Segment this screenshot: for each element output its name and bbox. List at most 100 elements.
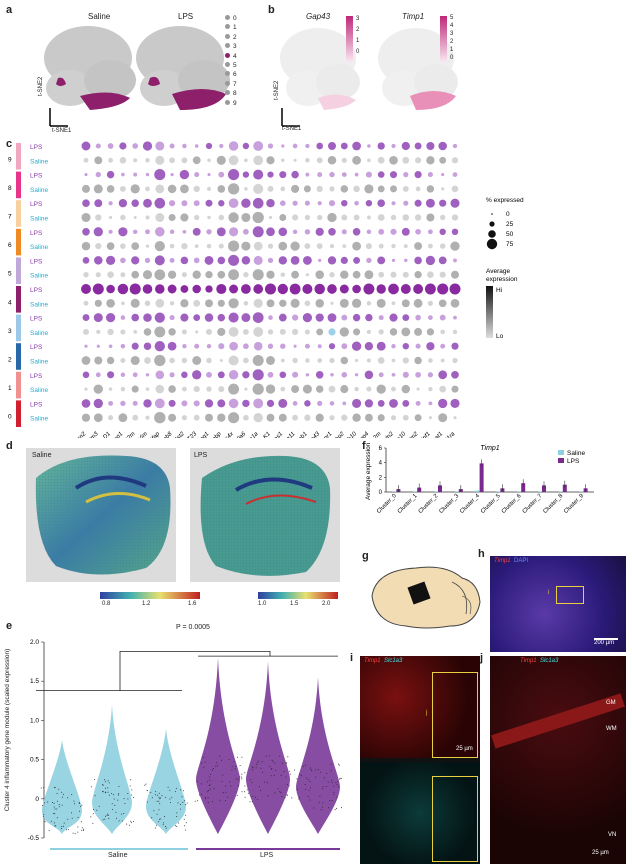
panel-b-axis-y: t-SNE2 <box>274 80 280 100</box>
violin-point <box>118 793 120 795</box>
dot-mark <box>192 284 201 294</box>
dot-mark <box>94 199 103 208</box>
violin-point <box>118 820 120 822</box>
violin-point <box>92 813 94 815</box>
violin-point <box>213 788 215 790</box>
violin-point <box>338 764 340 766</box>
dot-mark <box>279 200 286 207</box>
bar-saline <box>434 491 438 492</box>
dot-mark <box>266 413 275 422</box>
violin-point <box>200 783 202 785</box>
dot-mark <box>217 327 226 336</box>
violin-point <box>71 812 72 814</box>
dot-mark <box>192 270 201 279</box>
violin-point <box>54 825 56 827</box>
dot-mark <box>193 414 200 421</box>
violin-point <box>67 829 69 831</box>
dot-mark <box>451 385 459 393</box>
dot-mark <box>305 157 310 163</box>
violin-point <box>311 770 313 772</box>
dot-mark <box>402 414 409 421</box>
dot-mark <box>328 142 336 150</box>
panel-i-scale: 25 µm <box>456 746 473 752</box>
dot-mark <box>252 226 264 238</box>
group-bar-saline <box>50 848 188 850</box>
dot-mark <box>328 343 336 350</box>
violin-shape <box>296 677 340 835</box>
dot-mark <box>363 283 375 295</box>
violin-point <box>186 802 188 804</box>
dot-mark <box>145 186 150 192</box>
violin-point <box>42 816 44 818</box>
dot-mark <box>118 199 128 208</box>
violin-point <box>339 778 341 780</box>
dot-mark <box>292 214 299 221</box>
bar-saline <box>538 491 542 492</box>
dot-mark <box>118 413 128 423</box>
condition-label: LPS <box>30 287 43 294</box>
dot-mark <box>340 185 349 193</box>
panel-g-mouse-brain-diagram <box>371 566 481 629</box>
dot-mark <box>131 342 139 350</box>
dot-mark <box>145 158 150 163</box>
dot-mark <box>440 358 445 363</box>
dot-mark <box>228 198 239 209</box>
dot-mark <box>277 283 289 295</box>
violin-point <box>241 756 243 758</box>
violin-point <box>241 773 243 775</box>
condition-label: Saline <box>30 301 48 308</box>
dot-mark <box>180 184 189 194</box>
condition-label: Saline <box>30 387 48 394</box>
violin-point <box>58 806 60 808</box>
dot-mark <box>415 228 421 235</box>
dot-mark <box>106 242 115 250</box>
dot-mark <box>133 158 138 163</box>
violin-point <box>58 804 60 806</box>
cluster-color-bar <box>16 257 21 284</box>
violin-point <box>204 761 206 763</box>
dot-mark <box>377 156 385 164</box>
dot-mark <box>377 414 385 422</box>
dot-mark <box>341 172 347 177</box>
condition-label: LPS <box>30 344 43 351</box>
dot-mark <box>266 270 275 279</box>
dot-mark <box>84 387 88 391</box>
violin-y-tick-label: 2.0 <box>30 639 39 646</box>
dot-mark <box>252 197 264 209</box>
panel-h-inset-box <box>556 586 584 604</box>
violin-point <box>54 808 56 810</box>
legend-lo: Lo <box>496 333 504 340</box>
violin-point <box>175 791 177 793</box>
dot-mark <box>352 313 361 322</box>
violin-point <box>305 788 307 790</box>
dot-mark <box>145 387 150 391</box>
legend-avg-bar <box>486 286 493 338</box>
dot-mark <box>253 141 264 151</box>
violin-point <box>264 781 266 783</box>
violin-point <box>315 776 317 778</box>
legend-pct-label: 25 <box>506 221 514 228</box>
dot-mark <box>206 386 212 392</box>
violin-point <box>319 795 321 797</box>
violin-point <box>255 767 257 769</box>
dot-mark <box>453 258 457 263</box>
dot-mark <box>304 214 311 221</box>
dot-mark <box>130 355 140 366</box>
dot-mark <box>352 155 361 165</box>
panel-label-c: c <box>6 138 13 150</box>
dot-mark <box>181 357 188 364</box>
violin-point <box>107 780 109 782</box>
dot-mark <box>317 400 323 407</box>
dot-mark <box>95 372 101 378</box>
violin-point <box>105 815 106 817</box>
violin-point <box>280 792 282 793</box>
dot-mark <box>439 385 447 393</box>
violin-point <box>98 805 100 807</box>
panel-b-colorbar-1 <box>346 16 353 62</box>
dot-mark <box>439 228 446 236</box>
gene-label: Gap43 <box>304 431 321 438</box>
violin-point <box>72 832 74 834</box>
dot-mark <box>142 141 153 151</box>
violin-point <box>44 821 46 823</box>
bar-saline <box>558 491 563 492</box>
